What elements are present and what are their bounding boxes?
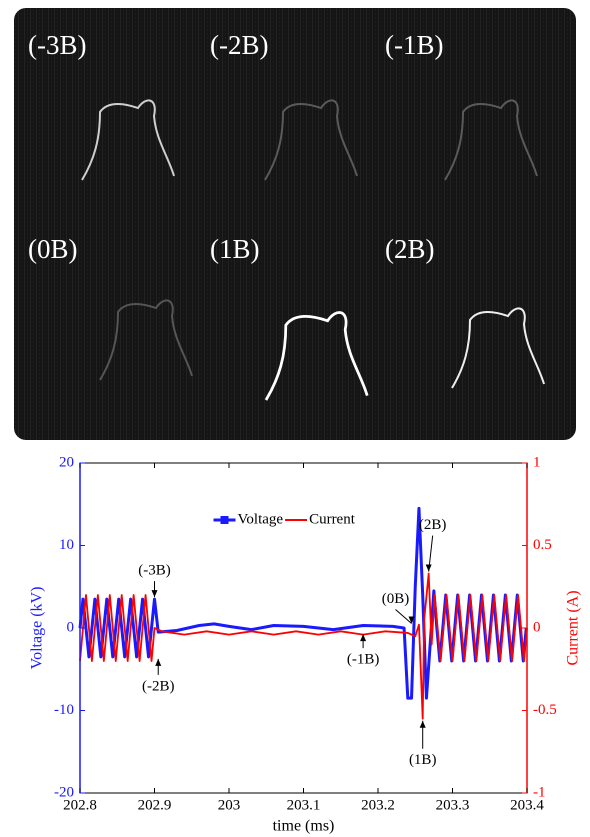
- photo-background: [14, 8, 576, 440]
- frame-label: (-3B): [28, 30, 86, 60]
- x-tick-label: 203: [218, 797, 241, 813]
- y-tick-label: -20: [54, 784, 74, 800]
- annotation: (2B): [419, 517, 447, 533]
- annotation-arrowhead: [151, 590, 158, 598]
- y-tick-label: -10: [54, 702, 74, 718]
- annotation-arrowhead: [425, 564, 432, 572]
- annotation-arrowhead: [360, 634, 367, 642]
- annotation: (-2B): [142, 678, 175, 694]
- annotation: (1B): [409, 752, 437, 768]
- annotation-arrowhead: [419, 720, 426, 728]
- legend-label: Current: [309, 511, 356, 527]
- y-tick-label: 20: [59, 454, 74, 470]
- y-axis-label: Voltage (kV): [29, 587, 46, 670]
- x-tick-label: 203.4: [510, 797, 544, 813]
- frame-label: (-1B): [385, 30, 443, 60]
- frame-label: (-2B): [210, 30, 268, 60]
- legend-marker: [220, 516, 229, 524]
- y2-tick-label: 0.5: [533, 537, 552, 553]
- photo-panel: (-3B) (-2B) (-1B) (0B) (1B) (2B): [14, 8, 576, 440]
- frame-label: (1B): [210, 234, 260, 264]
- y2-axis-label: Current (A): [565, 590, 582, 665]
- x-tick-label: 202.9: [138, 797, 172, 813]
- y-tick-label: 0: [67, 619, 75, 635]
- x-axis-label: time (ms): [273, 818, 335, 835]
- annotation-arrowhead: [408, 616, 415, 624]
- data-line: [79, 572, 528, 720]
- y-tick-label: 10: [59, 537, 74, 553]
- annotation: (0B): [382, 591, 410, 607]
- annotation: (-1B): [347, 652, 380, 668]
- annotation-arrowhead: [155, 658, 162, 666]
- y2-tick-label: 0: [533, 619, 541, 635]
- x-tick-label: 203.3: [436, 797, 470, 813]
- frame-label: (0B): [28, 234, 78, 264]
- y2-tick-label: 1: [533, 454, 541, 470]
- annotation-arrow: [395, 609, 412, 624]
- y2-tick-label: -1: [533, 784, 546, 800]
- frame-label: (2B): [385, 234, 435, 264]
- x-tick-label: 203.2: [361, 797, 395, 813]
- x-tick-label: 202.8: [63, 797, 97, 813]
- y2-tick-label: -0.5: [533, 702, 557, 718]
- x-tick-label: 203.1: [287, 797, 321, 813]
- legend-label: Voltage: [238, 511, 284, 527]
- annotation: (-3B): [138, 563, 171, 579]
